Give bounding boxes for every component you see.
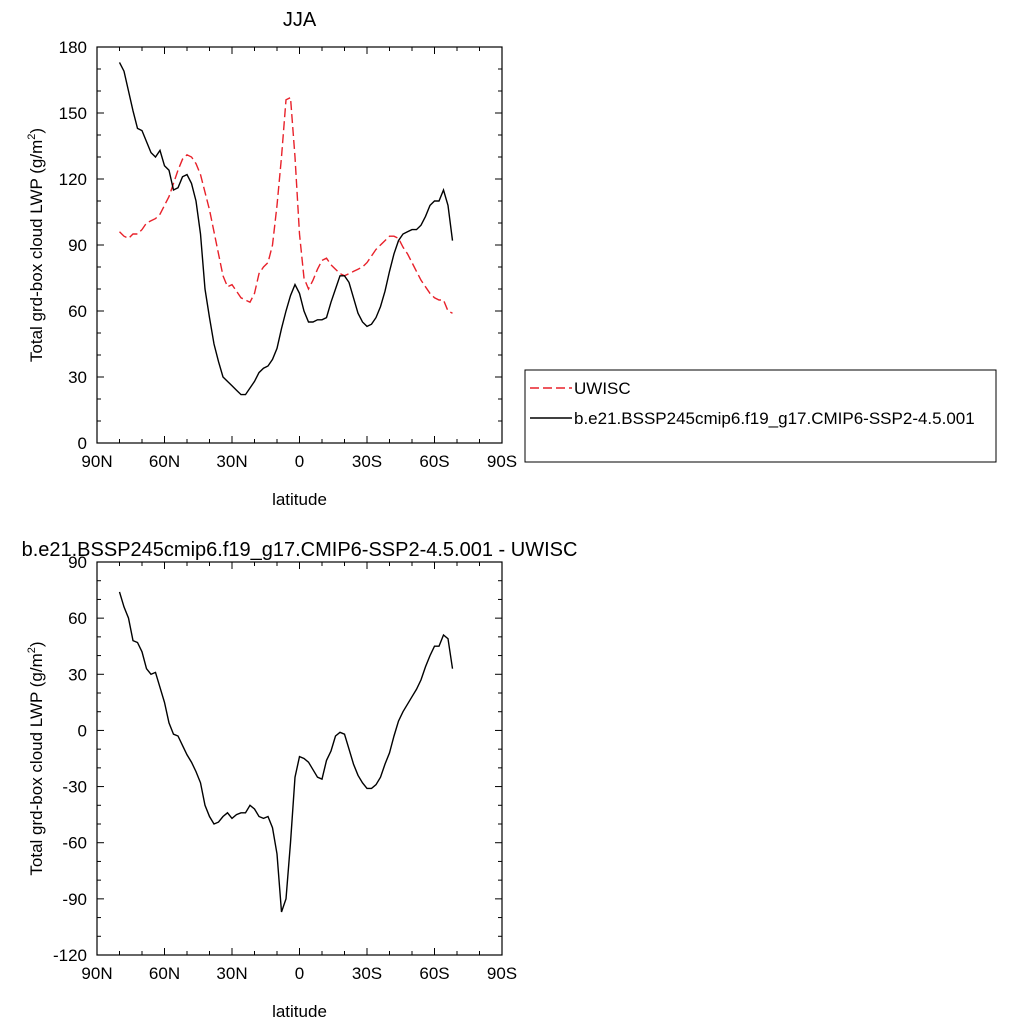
chart-title: b.e21.BSSP245cmip6.f19_g17.CMIP6-SSP2-4.… <box>22 539 578 561</box>
x-axis-label: latitude <box>272 1002 327 1021</box>
y-axis-label-superscript: 2 <box>26 134 38 140</box>
y-tick-label: 0 <box>78 721 87 740</box>
x-tick-label: 60N <box>149 452 180 471</box>
x-tick-label: 90N <box>81 964 112 983</box>
series-line-0 <box>119 96 453 314</box>
y-tick-label: 60 <box>68 609 87 628</box>
panel-bottom: 90N 60N 30N 0 30S 60S 90S -120 -90 -60 -30 0 30 60 90b… <box>22 539 578 1021</box>
y-axis-label-close: ) <box>27 641 46 647</box>
x-tick-label: 90S <box>487 964 517 983</box>
y-tick-label: -30 <box>62 778 87 797</box>
y-tick-label: 30 <box>68 368 87 387</box>
panel-top: 90N 60N 30N 0 30S 60S 90S 0 30 60 90 120 150 180 JJA la… <box>26 9 517 509</box>
plot-frame <box>96 46 503 444</box>
y-tick-label: 150 <box>59 104 87 123</box>
legend-label-1: b.e21.BSSP245cmip6.f19_g17.CMIP6-SSP2-4.… <box>574 409 975 428</box>
y-tick-label: 30 <box>68 665 87 684</box>
y-tick-label: 60 <box>68 302 87 321</box>
x-tick-label: 90N <box>81 452 112 471</box>
series-line-0 <box>118 591 454 913</box>
x-tick-label: 30N <box>216 964 247 983</box>
series-line-1 <box>118 62 454 396</box>
legend: UWISC b.e21.BSSP245cmip6.f19_g17.CMIP6-SS… <box>524 369 997 463</box>
y-tick-label: 90 <box>68 236 87 255</box>
legend-box <box>524 369 997 463</box>
y-tick-label: 120 <box>59 170 87 189</box>
legend-label-0: UWISC <box>574 379 631 398</box>
x-tick-label: 60S <box>419 964 449 983</box>
x-tick-label: 30S <box>352 964 382 983</box>
x-tick-label: 60S <box>419 452 449 471</box>
y-axis-label-main: Total grd-box cloud LWP (g/m <box>27 653 46 875</box>
x-tick-label: 0 <box>295 964 304 983</box>
x-tick-label: 0 <box>295 452 304 471</box>
y-tick-label: -90 <box>62 890 87 909</box>
y-tick-label: 180 <box>59 38 87 57</box>
chart-title: JJA <box>283 9 317 31</box>
y-tick-label: -120 <box>53 946 87 965</box>
y-axis-label-close: ) <box>27 128 46 134</box>
y-axis-label-superscript: 2 <box>26 647 38 653</box>
y-axis-label: Total grd-box cloud LWP (g/m2) <box>26 128 46 362</box>
y-tick-label: 90 <box>68 553 87 572</box>
y-tick-label: -60 <box>62 834 87 853</box>
x-axis-label: latitude <box>272 490 327 509</box>
x-tick-label: 90S <box>487 452 517 471</box>
y-tick-label: 0 <box>78 434 87 453</box>
y-axis-label-main: Total grd-box cloud LWP (g/m <box>27 140 46 362</box>
x-tick-label: 60N <box>149 964 180 983</box>
x-tick-label: 30N <box>216 452 247 471</box>
y-axis-label: Total grd-box cloud LWP (g/m2) <box>26 641 46 875</box>
x-tick-label: 30S <box>352 452 382 471</box>
